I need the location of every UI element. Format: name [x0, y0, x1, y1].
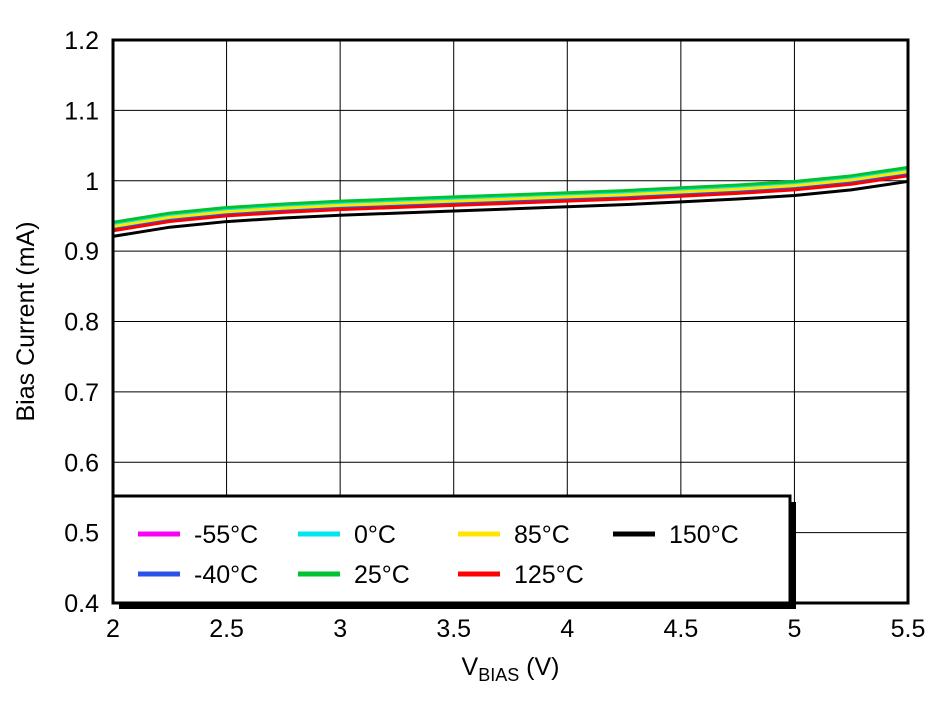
y-tick-label: 0.4 — [64, 590, 99, 618]
y-tick-label: 0.5 — [64, 520, 99, 548]
x-tick-label: 3 — [333, 615, 347, 643]
y-tick-label: 0.8 — [64, 309, 99, 337]
series-line-125C — [111, 174, 910, 233]
x-tick-label: 2 — [106, 615, 120, 643]
y-tick-label: 1 — [85, 168, 99, 196]
legend-label-0C: 0°C — [354, 521, 396, 549]
series-line-150C — [111, 179, 910, 238]
x-tick-label: 2.5 — [209, 615, 244, 643]
x-tick-label: 4.5 — [663, 615, 698, 643]
legend-label-85C: 85°C — [514, 521, 570, 549]
legend-box — [111, 494, 792, 605]
x-tick-label: 5 — [787, 615, 801, 643]
series-line-25C — [111, 165, 910, 224]
y-axis-title: Bias Current (mA) — [12, 221, 40, 421]
legend-label--55C: -55°C — [194, 521, 258, 549]
y-tick-label: 0.6 — [64, 449, 99, 477]
y-tick-label: 1.2 — [64, 27, 99, 55]
legend-label--40C: -40°C — [194, 561, 258, 589]
x-axis-title: VBIAS (V) — [462, 653, 560, 685]
series-line-85C — [111, 170, 910, 228]
y-tick-label: 1.1 — [64, 97, 99, 125]
x-tick-label: 4 — [560, 615, 574, 643]
y-tick-label: 0.7 — [64, 379, 99, 407]
legend-label-125C: 125°C — [514, 561, 584, 589]
x-tick-label: 5.5 — [891, 615, 926, 643]
x-tick-label: 3.5 — [436, 615, 471, 643]
legend-label-150C: 150°C — [669, 521, 739, 549]
legend-label-25C: 25°C — [354, 561, 410, 589]
series-line--40C — [111, 172, 910, 231]
y-tick-label: 0.9 — [64, 238, 99, 266]
